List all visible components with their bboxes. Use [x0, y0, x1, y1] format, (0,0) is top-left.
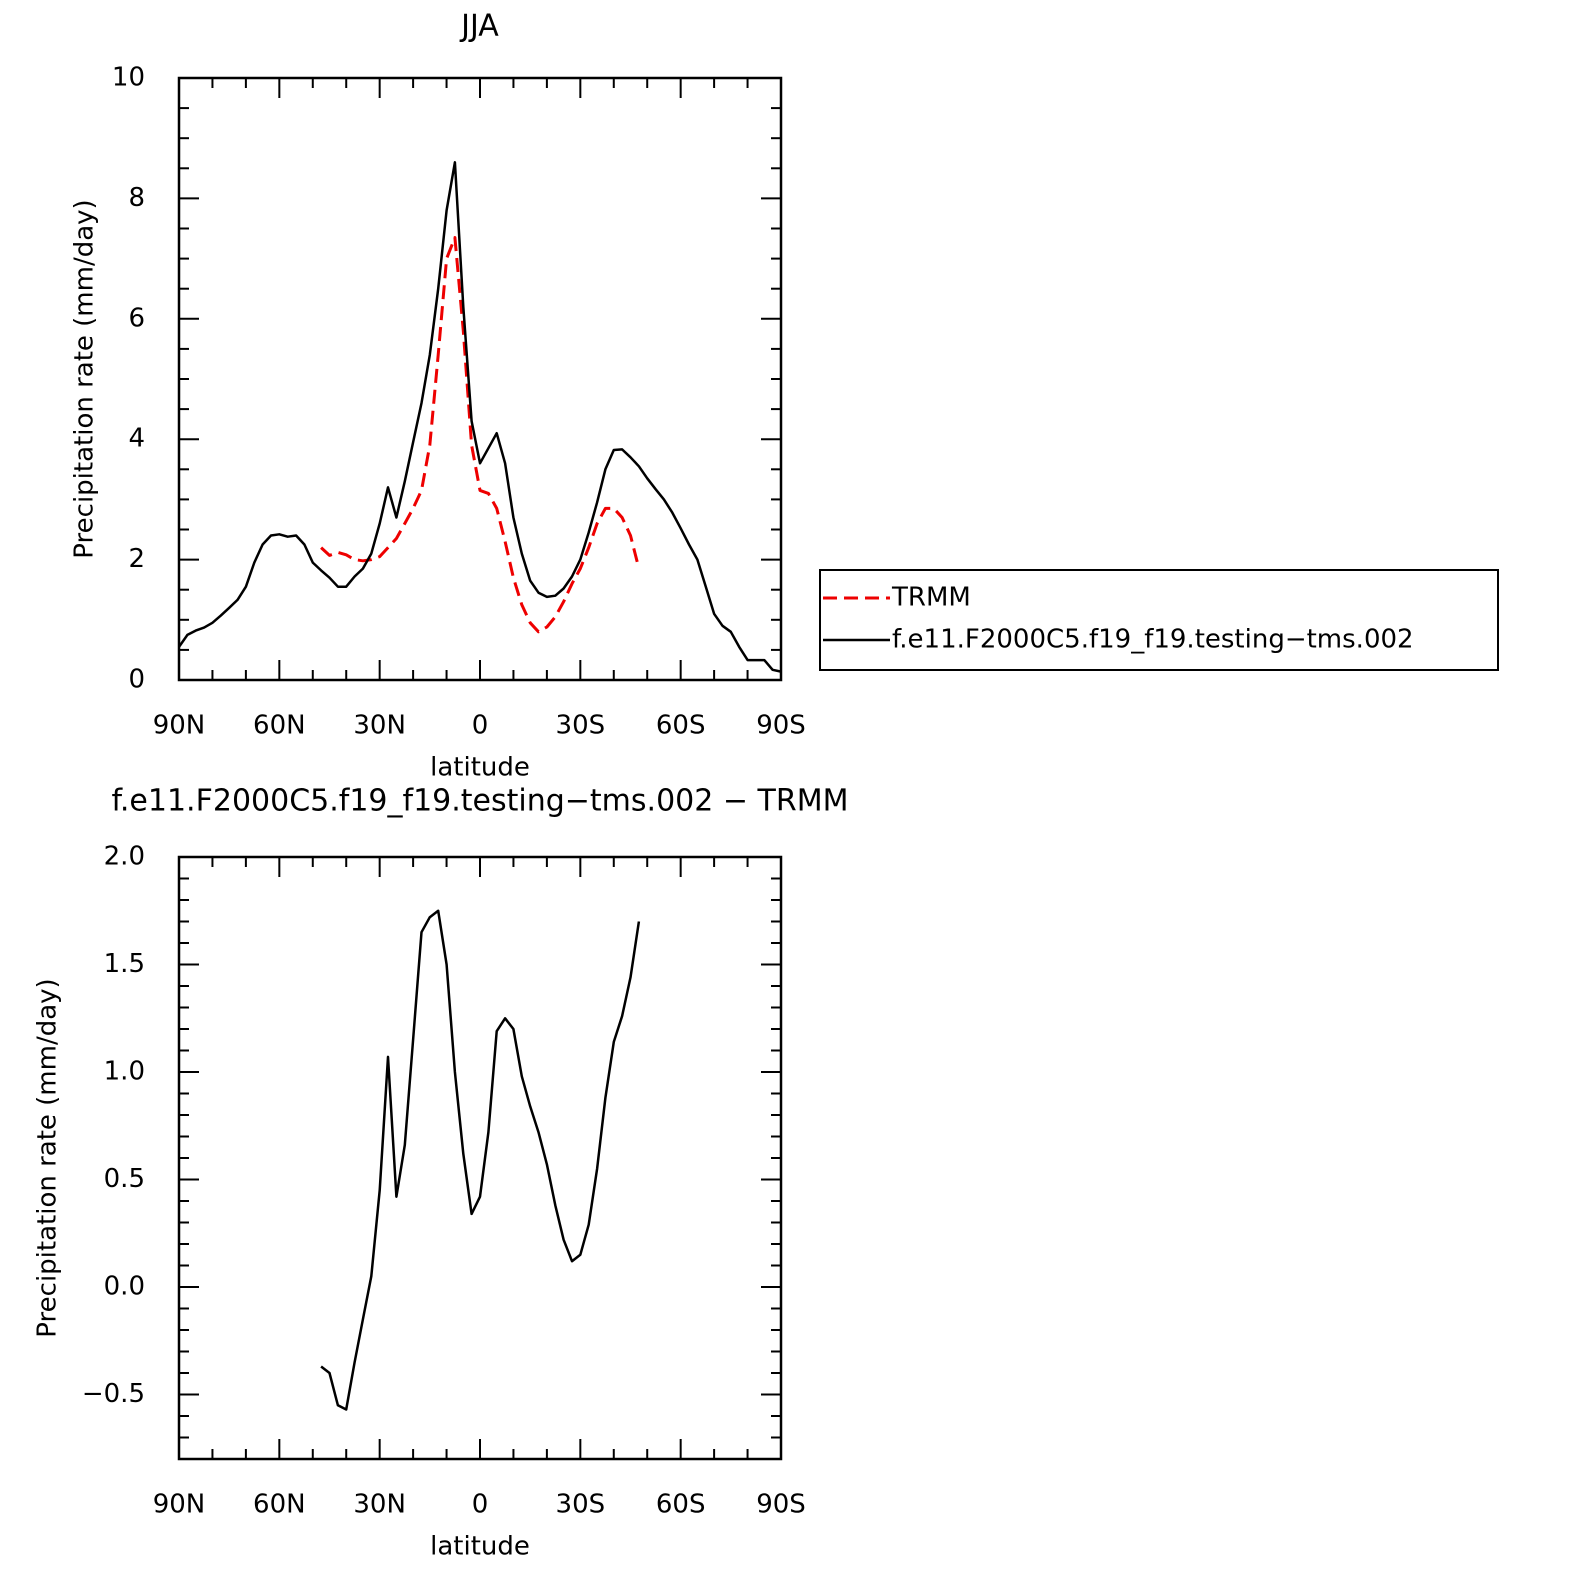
legend-box [819, 569, 1499, 671]
y-axis-label: Precipitation rate (mm/day) [33, 978, 63, 1337]
x-tick-label: 30S [556, 1490, 606, 1520]
y-tick-label: 1.5 [104, 949, 145, 979]
legend-label: TRMM [891, 583, 971, 613]
y-tick-label: 0 [128, 665, 145, 695]
chart-title: JJA [459, 9, 499, 44]
x-tick-label: 90N [153, 1490, 206, 1520]
y-tick-label: 8 [128, 183, 145, 213]
y-tick-label: 0.5 [104, 1164, 145, 1194]
y-tick-label: 10 [112, 63, 145, 93]
data-line [320, 236, 641, 634]
x-tick-label: 30N [353, 1490, 406, 1520]
y-tick-label: 2.0 [104, 842, 145, 872]
x-tick-label: 60N [253, 1490, 306, 1520]
data-line [177, 161, 782, 673]
x-axis-label: latitude [430, 1532, 530, 1562]
x-tick-label: 30S [556, 711, 606, 741]
data-line [320, 909, 641, 1411]
legend-label: f.e11.F2000C5.f19_f19.testing−tms.002 [892, 625, 1414, 655]
y-tick-label: 2 [128, 544, 145, 574]
y-tick-label: −0.5 [82, 1379, 145, 1409]
y-tick-label: 4 [128, 424, 145, 454]
y-tick-label: 0.0 [104, 1272, 145, 1302]
x-tick-label: 90S [756, 711, 806, 741]
x-tick-label: 90N [153, 711, 206, 741]
y-tick-label: 6 [128, 303, 145, 333]
x-axis-label: latitude [430, 753, 530, 783]
y-axis-label: Precipitation rate (mm/day) [70, 199, 100, 558]
x-tick-label: 60N [253, 711, 306, 741]
y-tick-label: 1.0 [104, 1057, 145, 1087]
x-tick-label: 0 [472, 1490, 489, 1520]
x-tick-label: 60S [656, 1490, 706, 1520]
chart-title: f.e11.F2000C5.f19_f19.testing−tms.002 − … [112, 784, 849, 819]
x-tick-label: 0 [472, 711, 489, 741]
x-tick-label: 60S [656, 711, 706, 741]
plot-frame [177, 855, 783, 1461]
x-tick-label: 30N [353, 711, 406, 741]
plot-frame [177, 76, 783, 682]
x-tick-label: 90S [756, 1490, 806, 1520]
